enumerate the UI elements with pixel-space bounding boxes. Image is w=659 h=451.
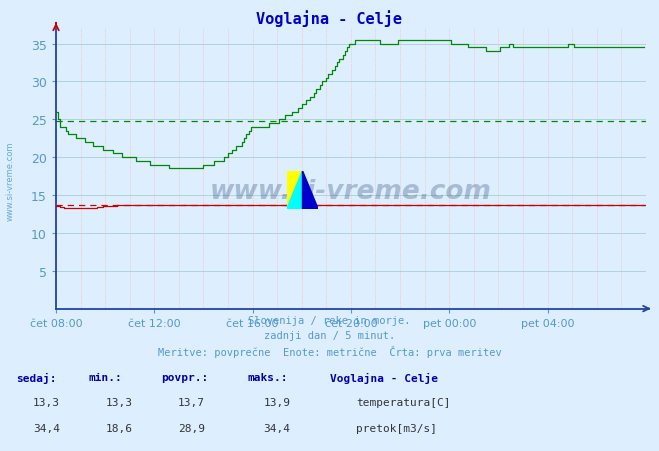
Text: Meritve: povprečne  Enote: metrične  Črta: prva meritev: Meritve: povprečne Enote: metrične Črta:…: [158, 345, 501, 358]
Text: 13,9: 13,9: [264, 397, 291, 407]
Text: 13,3: 13,3: [105, 397, 132, 407]
Text: min.:: min.:: [89, 372, 123, 382]
Text: zadnji dan / 5 minut.: zadnji dan / 5 minut.: [264, 331, 395, 341]
Polygon shape: [287, 171, 302, 210]
Text: pretok[m3/s]: pretok[m3/s]: [356, 423, 437, 433]
Text: maks.:: maks.:: [247, 372, 287, 382]
Text: 18,6: 18,6: [105, 423, 132, 433]
Text: 13,3: 13,3: [33, 397, 60, 407]
Polygon shape: [287, 171, 302, 210]
Text: temperatura[C]: temperatura[C]: [356, 397, 450, 407]
Text: www.si-vreme.com: www.si-vreme.com: [210, 179, 492, 204]
Text: 34,4: 34,4: [33, 423, 60, 433]
Text: Voglajna - Celje: Voglajna - Celje: [330, 372, 438, 383]
Text: sedaj:: sedaj:: [16, 372, 57, 383]
Text: 13,7: 13,7: [178, 397, 205, 407]
Text: Slovenija / reke in morje.: Slovenija / reke in morje.: [248, 316, 411, 326]
Text: 28,9: 28,9: [178, 423, 205, 433]
Text: Voglajna - Celje: Voglajna - Celje: [256, 10, 403, 27]
Text: povpr.:: povpr.:: [161, 372, 209, 382]
Text: www.si-vreme.com: www.si-vreme.com: [6, 141, 15, 220]
Polygon shape: [302, 171, 318, 210]
Text: 34,4: 34,4: [264, 423, 291, 433]
